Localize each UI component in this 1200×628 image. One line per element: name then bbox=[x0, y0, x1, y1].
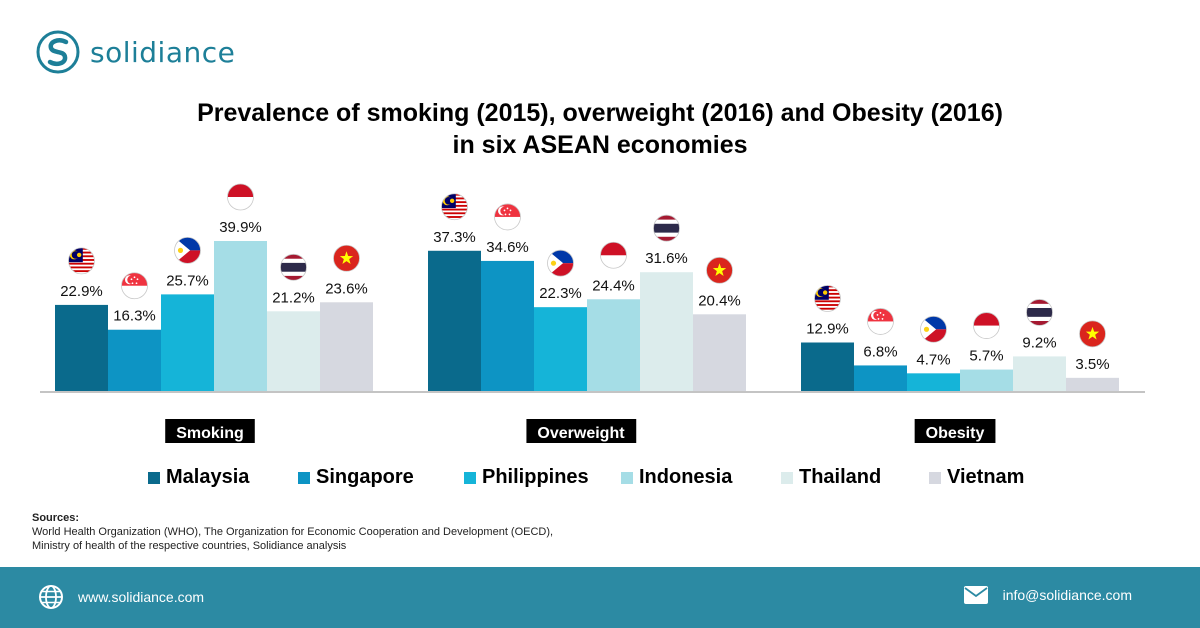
malaysia-flag-icon bbox=[814, 285, 841, 312]
legend-label: Vietnam bbox=[947, 466, 1025, 488]
bar-obesity-vietnam bbox=[1066, 377, 1119, 391]
vietnam-flag-icon bbox=[706, 256, 733, 284]
chart-title-line1: Prevalence of smoking (2015), overweight… bbox=[197, 99, 1003, 127]
legend-label: Philippines bbox=[482, 466, 589, 488]
legend-label: Thailand bbox=[799, 466, 882, 488]
legend-label: Malaysia bbox=[166, 466, 250, 488]
bar-overweight-singapore bbox=[481, 260, 534, 391]
chart-legend: Malaysia Singapore Philippines Indonesia Tha… bbox=[0, 466, 1200, 492]
chart-title-line2: in six ASEAN economies bbox=[452, 131, 748, 159]
data-label: 16.3% bbox=[113, 308, 156, 325]
vietnam-flag-icon bbox=[333, 244, 360, 272]
data-label: 21.2% bbox=[272, 289, 315, 306]
bar-obesity-thailand bbox=[1013, 356, 1066, 391]
bar-overweight-vietnam bbox=[693, 314, 746, 391]
legend-swatch bbox=[464, 471, 476, 484]
data-label: 12.9% bbox=[806, 321, 849, 338]
sources-line-2: Ministry of health of the respective cou… bbox=[32, 540, 347, 552]
philippines-flag-icon bbox=[547, 249, 574, 277]
data-label: 23.6% bbox=[325, 280, 368, 297]
thailand-flag-icon bbox=[1026, 299, 1053, 326]
email-link[interactable]: info@solidiance.com bbox=[1002, 587, 1132, 603]
legend-item-indonesia: Indonesia bbox=[621, 466, 732, 489]
vietnam-flag-icon bbox=[1079, 320, 1106, 348]
globe-icon bbox=[39, 585, 63, 609]
chart-title: Prevalence of smoking (2015), overweight… bbox=[0, 97, 1200, 161]
legend-swatch bbox=[621, 471, 633, 484]
legend-swatch bbox=[929, 471, 941, 484]
category-label: Obesity bbox=[926, 425, 985, 442]
category-label-background bbox=[526, 419, 637, 443]
bar-obesity-philippines bbox=[907, 373, 960, 391]
data-label: 31.6% bbox=[645, 250, 688, 267]
indonesia-flag-icon bbox=[227, 183, 254, 211]
legend-label: Singapore bbox=[316, 466, 414, 488]
data-label: 34.6% bbox=[486, 239, 529, 256]
category-label: Smoking bbox=[176, 425, 244, 442]
bar-overweight-philippines bbox=[534, 307, 587, 391]
brand-name: solidiance bbox=[90, 35, 236, 69]
singapore-flag-icon bbox=[494, 203, 521, 231]
legend-swatch bbox=[781, 471, 793, 484]
data-label: 39.9% bbox=[219, 219, 262, 236]
category-label-background bbox=[165, 419, 255, 443]
legend-item-vietnam: Vietnam bbox=[929, 466, 1024, 489]
legend-item-philippines: Philippines bbox=[464, 466, 589, 489]
bar-chart: 22.9% 16.3% 25.7% 39.9% 21.2% 23.6% 37.3% 34.6%… bbox=[40, 183, 1145, 443]
website-link[interactable]: www.solidiance.com bbox=[78, 589, 205, 605]
data-label: 24.4% bbox=[592, 277, 635, 294]
bar-smoking-thailand bbox=[267, 311, 320, 391]
indonesia-flag-icon bbox=[973, 312, 1000, 339]
bar-smoking-singapore bbox=[108, 329, 161, 391]
data-label: 20.4% bbox=[698, 292, 741, 309]
data-label: 22.3% bbox=[539, 285, 582, 302]
bar-smoking-vietnam bbox=[320, 302, 373, 391]
data-label: 5.7% bbox=[969, 348, 1003, 365]
data-label: 22.9% bbox=[60, 283, 103, 300]
bar-overweight-malaysia bbox=[428, 250, 481, 391]
data-label: 37.3% bbox=[433, 229, 476, 246]
malaysia-flag-icon bbox=[441, 193, 468, 221]
bar-obesity-singapore bbox=[854, 365, 907, 391]
singapore-flag-icon bbox=[867, 308, 894, 335]
legend-swatch bbox=[148, 471, 160, 484]
thailand-flag-icon bbox=[280, 253, 307, 281]
legend-item-thailand: Thailand bbox=[781, 466, 881, 489]
data-label: 3.5% bbox=[1075, 356, 1109, 373]
legend-swatch bbox=[298, 471, 310, 484]
sources-title: Sources: bbox=[32, 512, 80, 524]
sources-line-1: World Health Organization (WHO), The Org… bbox=[32, 526, 554, 538]
legend-label: Indonesia bbox=[639, 466, 733, 488]
bar-smoking-philippines bbox=[161, 294, 214, 391]
bar-smoking-indonesia bbox=[214, 241, 267, 391]
philippines-flag-icon bbox=[920, 315, 947, 343]
footer-email[interactable]: info@solidiance.com bbox=[963, 584, 1132, 606]
singapore-flag-icon bbox=[121, 272, 148, 300]
legend-item-singapore: Singapore bbox=[298, 466, 414, 489]
solidiance-logo-icon bbox=[36, 30, 80, 74]
footer-website[interactable]: www.solidiance.com bbox=[38, 584, 204, 610]
bar-obesity-malaysia bbox=[801, 342, 854, 391]
bar-overweight-indonesia bbox=[587, 299, 640, 391]
category-label: Overweight bbox=[537, 425, 625, 442]
category-label-background bbox=[914, 419, 996, 443]
legend-item-malaysia: Malaysia bbox=[148, 466, 249, 489]
data-label: 6.8% bbox=[863, 343, 897, 360]
bar-smoking-malaysia bbox=[55, 304, 108, 391]
thailand-flag-icon bbox=[653, 214, 680, 242]
bar-obesity-indonesia bbox=[960, 369, 1013, 391]
data-label: 4.7% bbox=[916, 351, 950, 368]
indonesia-flag-icon bbox=[600, 241, 627, 269]
malaysia-flag-icon bbox=[68, 247, 95, 275]
philippines-flag-icon bbox=[174, 236, 201, 264]
sources-note: Sources: World Health Organization (WHO)… bbox=[32, 511, 553, 553]
data-label: 9.2% bbox=[1022, 334, 1056, 351]
brand-logo: solidiance bbox=[36, 30, 235, 74]
footer-bar: www.solidiance.com info@solidiance.com bbox=[0, 567, 1200, 628]
envelope-icon bbox=[963, 586, 988, 604]
data-label: 25.7% bbox=[166, 272, 209, 289]
bar-overweight-thailand bbox=[640, 272, 693, 391]
